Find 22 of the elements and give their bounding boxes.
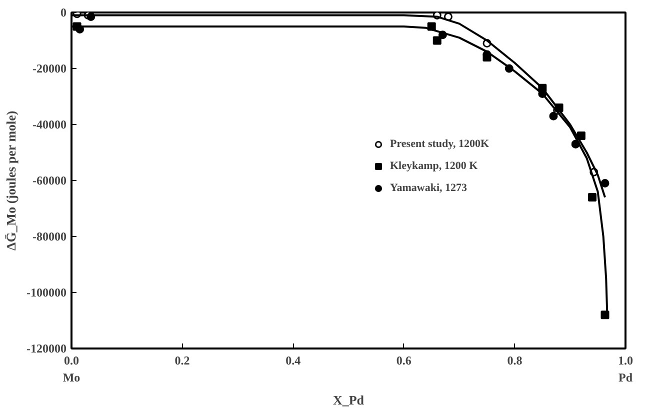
x-tick-label: 1.0 Pd (618, 354, 633, 384)
y-tick-label: -40000 (32, 118, 67, 132)
x-tick-label: 0.0 Mo (62, 354, 80, 384)
y-tick-label: -20000 (32, 62, 67, 76)
y-tick-label: -120000 (26, 342, 67, 356)
legend-label: Yamawaki, 1273 (390, 182, 468, 194)
y-axis-title: ΔḠ_Mo (joules per mole) (4, 110, 19, 250)
x-tick-label: 0.6 (396, 354, 412, 368)
point (549, 112, 558, 120)
point (600, 179, 610, 188)
point (588, 193, 597, 202)
y-tick-label: -80000 (32, 230, 67, 244)
y-tick-label: 0 (60, 6, 66, 20)
y-tick-label: -100000 (26, 286, 67, 300)
x-axis-title: X_Pd (332, 392, 365, 408)
x-tick-label: 0.4 (286, 354, 301, 368)
legend-label: Present study, 1200K (390, 138, 490, 150)
point (432, 36, 442, 45)
y-tick-label: -60000 (32, 174, 67, 188)
x-tick-label: 0.8 (507, 354, 522, 368)
x-tick-label: 0.2 (174, 354, 190, 368)
legend-label: Kleykamp, 1200 K (390, 160, 478, 172)
